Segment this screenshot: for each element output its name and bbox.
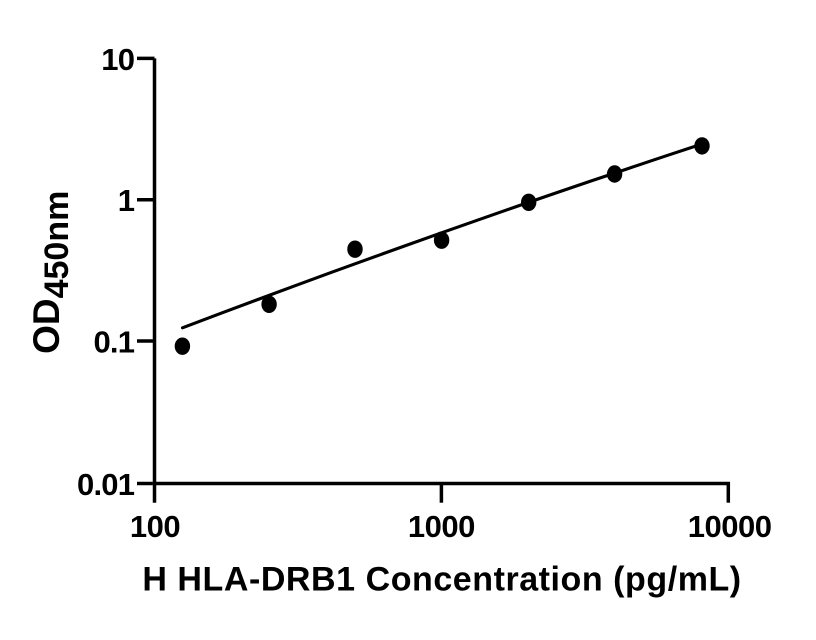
svg-text:0.1: 0.1	[93, 325, 134, 360]
svg-text:100: 100	[130, 509, 180, 544]
svg-text:H HLA-DRB1 Concentration (pg/m: H HLA-DRB1 Concentration (pg/mL)	[142, 560, 741, 598]
svg-text:1: 1	[118, 183, 135, 218]
svg-text:OD450nm: OD450nm	[26, 191, 76, 354]
svg-text:0.01: 0.01	[77, 467, 135, 502]
svg-text:10: 10	[101, 42, 134, 77]
svg-text:10000: 10000	[688, 509, 772, 544]
svg-text:1000: 1000	[408, 509, 475, 544]
